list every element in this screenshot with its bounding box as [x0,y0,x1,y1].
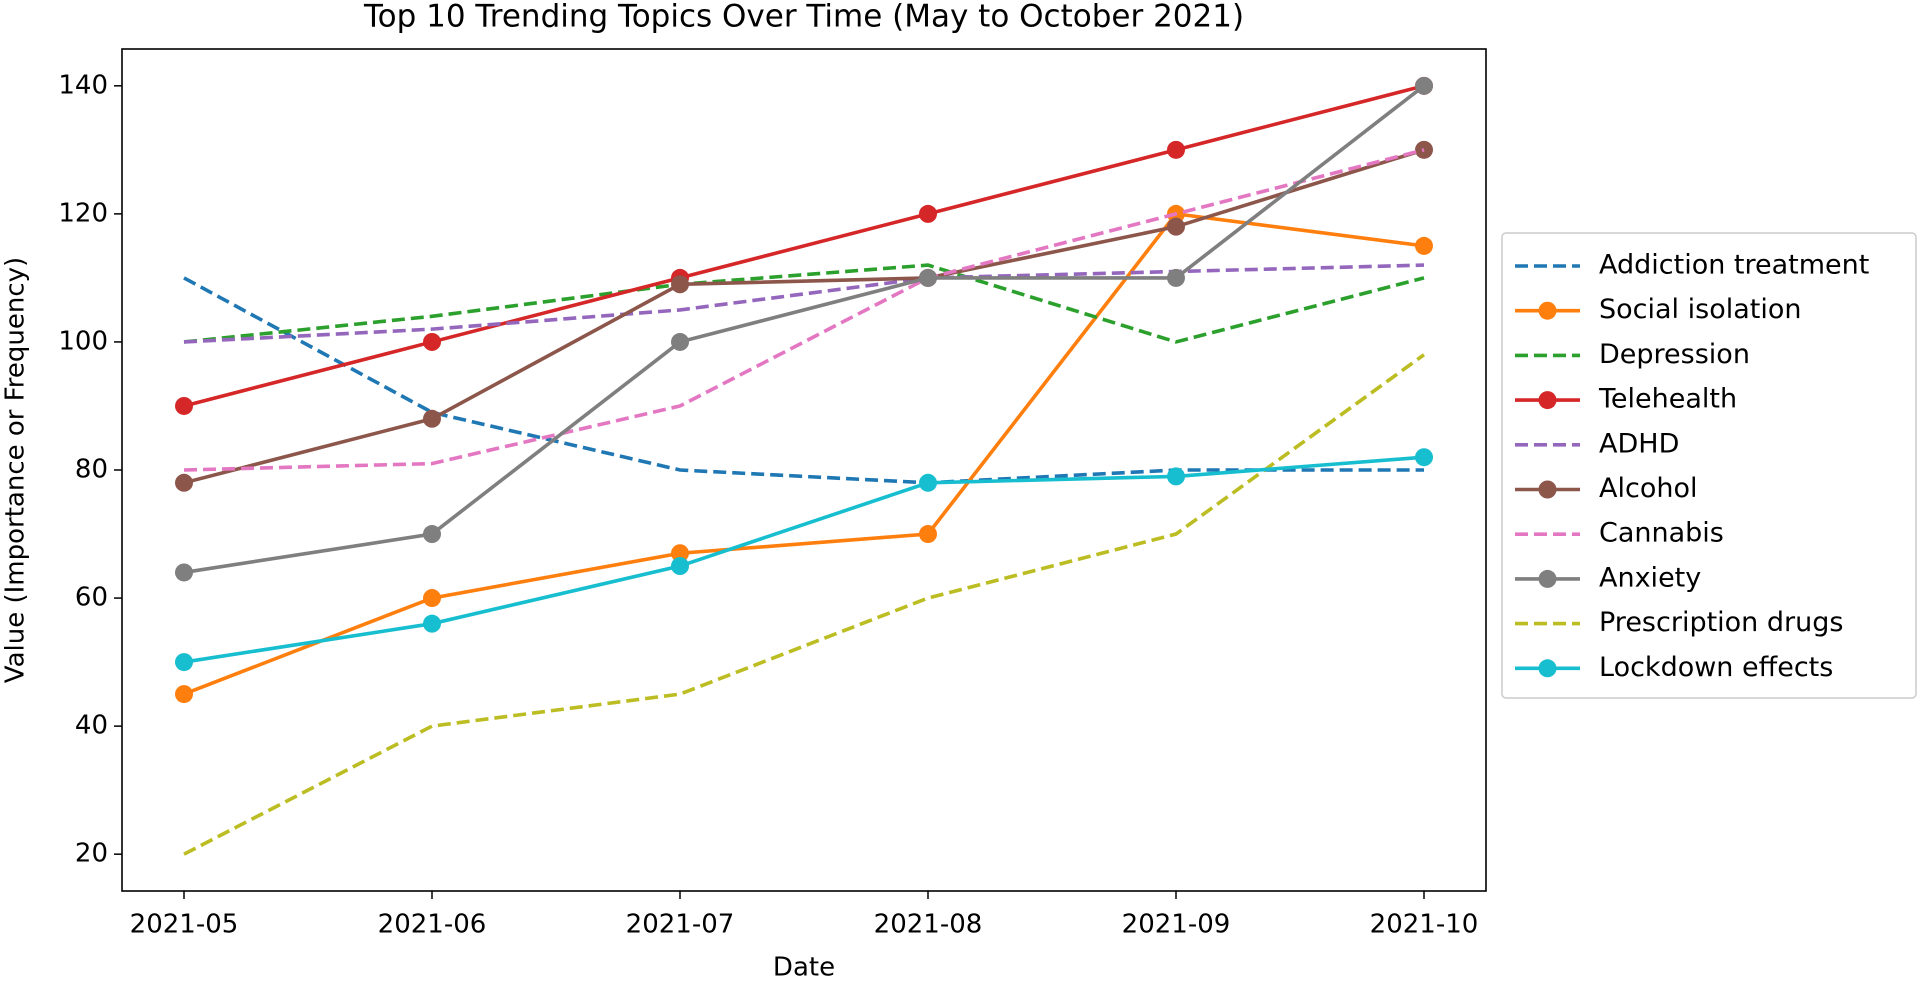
y-tick-label: 80 [75,455,108,485]
y-tick-label: 140 [58,70,108,100]
point [919,473,937,492]
point [919,525,937,544]
point [671,544,689,563]
series-line [183,263,1425,344]
point [1415,236,1433,255]
point [423,525,441,544]
legend-label: Anxiety [1599,562,1701,593]
series-line [183,263,1425,344]
legend-marker [1538,569,1557,588]
y-axis-label: Value (Importance or Frequency) [1,257,31,683]
point [671,332,689,351]
point [1415,448,1433,467]
point [175,685,193,704]
x-axis-label: Date [773,953,835,982]
point [175,396,193,415]
point [919,204,937,223]
y-tick-label: 60 [75,583,108,613]
legend-label: Lockdown effects [1599,652,1833,683]
point [423,332,441,351]
point [423,614,441,633]
legend-label: Social isolation [1599,294,1802,325]
x-tick-label: 2021-06 [378,910,487,940]
legend-label: Depression [1599,339,1750,370]
legend-marker [1538,301,1557,320]
x-tick-label: 2021-05 [130,910,239,940]
legend-label: Prescription drugs [1599,607,1843,638]
point [671,557,689,576]
series-line [183,84,1426,575]
point [1167,467,1185,486]
legend-label: ADHD [1599,428,1679,459]
x-tick-label: 2021-09 [1122,910,1231,940]
series-line [183,455,1425,664]
y-tick-label: 40 [75,711,108,741]
legend-box [1501,232,1917,699]
legend-label: Addiction treatment [1599,250,1869,281]
legend-marker [1538,659,1557,678]
y-tick-label: 100 [58,326,108,356]
legend-marker [1538,480,1557,499]
x-tick-label: 2021-07 [626,910,735,940]
legend-label: Cannabis [1599,518,1724,549]
point [1415,76,1433,95]
series-line [183,84,1425,408]
chart-title: Top 10 Trending Topics Over Time (May to… [363,0,1244,35]
legend-label: Alcohol [1599,473,1697,504]
x-tick-label: 2021-10 [1370,910,1479,940]
series-line [183,353,1426,856]
point [1167,140,1185,159]
y-tick-label: 120 [58,198,108,228]
point [919,268,937,287]
point [1167,217,1185,236]
point [175,563,193,582]
point [423,589,441,608]
series-line [183,276,1424,485]
series-line [183,211,1425,696]
legend-marker [1538,391,1557,410]
x-tick-label: 2021-08 [874,910,983,940]
point [175,653,193,672]
point [671,275,689,294]
y-tick-label: 20 [75,839,108,869]
series-line [183,148,1425,485]
point [175,473,193,492]
point [1167,268,1185,287]
legend-label: Telehealth [1598,384,1737,415]
point [423,409,441,428]
